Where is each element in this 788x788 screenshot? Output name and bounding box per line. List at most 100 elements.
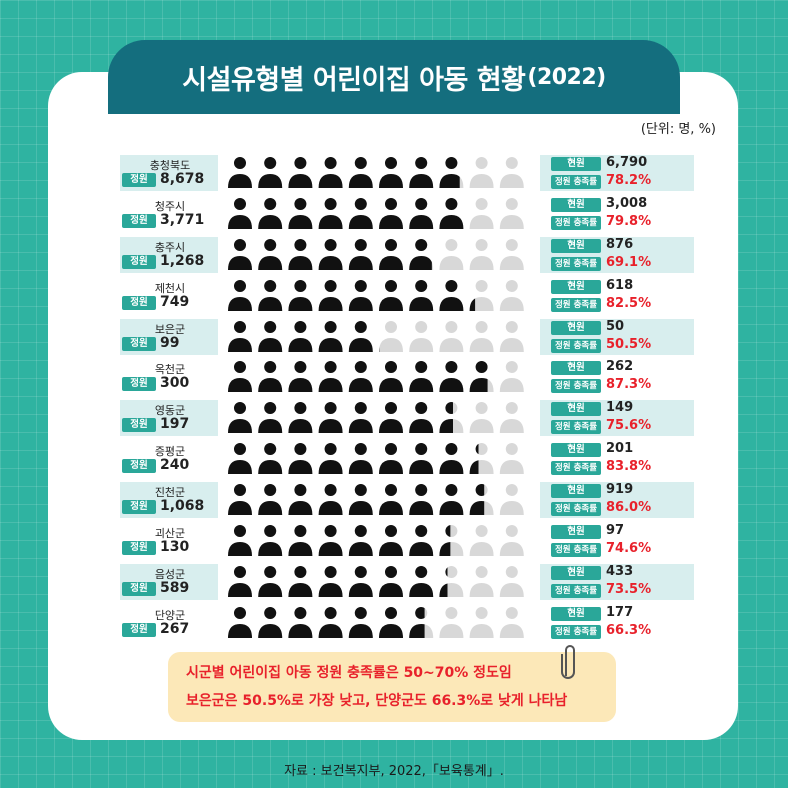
fill-rate-value: 82.5% — [606, 295, 652, 311]
region-row: 제천시 정원 749 현원 정원 충족률 618 82.5% — [120, 277, 694, 314]
fill-rate-tag: 정원 충족률 — [551, 379, 601, 394]
person-icon-filled — [318, 197, 343, 229]
person-icon-filled — [379, 197, 403, 229]
region-label: 영동군 정원 197 — [120, 400, 220, 436]
region-name: 청주시 — [154, 199, 186, 213]
person-icon-empty — [439, 606, 464, 638]
person-icons — [228, 525, 524, 557]
person-icon-filled — [258, 443, 283, 475]
fill-rate-tag: 정원 충족률 — [551, 502, 601, 517]
person-icon-filled — [228, 157, 252, 188]
current-value: 201 — [606, 441, 634, 457]
person-icon-filled — [379, 525, 403, 557]
person-icon-filled — [469, 444, 479, 475]
person-icon-empty — [499, 606, 524, 638]
capacity-tag: 정원 — [122, 500, 156, 515]
person-icon-filled — [409, 484, 434, 516]
person-icons — [228, 157, 524, 188]
region-stats: 현원 정원 충족률 876 69.1% — [551, 237, 694, 273]
region-label: 제천시 정원 749 — [120, 278, 220, 314]
current-value: 3,008 — [606, 195, 648, 211]
person-icon-empty — [499, 443, 524, 475]
person-icon-filled — [409, 361, 434, 393]
person-icon-filled — [228, 320, 252, 352]
capacity-value: 1,068 — [160, 498, 205, 515]
current-value: 618 — [606, 277, 634, 293]
person-icon-filled — [469, 298, 476, 311]
current-value: 6,790 — [606, 155, 648, 170]
person-icons — [228, 443, 524, 475]
region-label: 단양군 정원 267 — [120, 605, 220, 641]
person-icon-filled — [258, 279, 283, 311]
current-value: 149 — [606, 400, 634, 416]
region-row: 충주시 정원 1,268 현원 정원 충족률 876 69.1% — [120, 236, 694, 273]
fill-rate-tag: 정원 충족률 — [551, 543, 601, 558]
icon-strip — [218, 400, 540, 437]
region-label: 증평군 정원 240 — [120, 441, 220, 477]
current-tag: 현원 — [551, 238, 601, 253]
region-name: 옥천군 — [154, 363, 186, 377]
person-icon-filled — [379, 361, 403, 393]
capacity-value: 197 — [160, 416, 190, 433]
person-icon-filled — [228, 197, 252, 229]
person-icon-filled — [379, 347, 380, 352]
person-icon-filled — [258, 197, 283, 229]
person-icon-filled — [258, 565, 283, 597]
person-icon-filled — [409, 279, 434, 311]
icon-strip — [218, 155, 540, 191]
person-icon-filled — [258, 484, 283, 516]
person-icon-filled — [469, 484, 485, 516]
region-label: 충주시 정원 1,268 — [120, 237, 220, 273]
capacity-tag: 정원 — [122, 295, 156, 310]
person-icon-filled — [348, 197, 373, 229]
icon-strip — [218, 482, 540, 519]
person-icon-empty — [469, 320, 494, 352]
person-icon-filled — [318, 320, 343, 352]
person-icon-filled — [318, 402, 343, 434]
person-icon-empty — [469, 279, 494, 311]
person-icon-filled — [288, 157, 313, 188]
fill-rate-value: 79.8% — [606, 213, 652, 229]
person-icon-filled — [439, 525, 451, 557]
person-icon-filled — [228, 443, 252, 475]
person-icon-filled — [288, 361, 313, 393]
fill-rate-value: 74.6% — [606, 541, 652, 557]
icon-strip — [218, 604, 540, 641]
person-icon-filled — [409, 606, 425, 638]
fill-rate-value: 83.8% — [606, 459, 652, 475]
person-icon-filled — [288, 443, 313, 475]
current-value: 50 — [606, 318, 625, 334]
region-label: 보은군 정원 99 — [120, 319, 220, 355]
person-icon-empty — [499, 279, 524, 311]
person-icon-filled — [288, 279, 313, 311]
region-name: 영동군 — [154, 404, 186, 418]
region-stats: 현원 정원 충족률 433 73.5% — [551, 564, 694, 600]
capacity-value: 3,771 — [160, 211, 205, 228]
person-icon-empty — [499, 484, 524, 516]
person-icon-filled — [379, 606, 403, 638]
person-icon-empty — [499, 320, 524, 352]
person-icon-empty — [499, 525, 524, 557]
chart-title: 시설유형별 어린이집 아동 현황 — [182, 64, 526, 96]
capacity-value: 130 — [160, 539, 190, 556]
person-icon-filled — [348, 565, 373, 597]
region-label: 충청북도 정원 8,678 — [120, 155, 220, 191]
fill-rate-tag: 정원 충족률 — [551, 583, 601, 598]
person-icon-filled — [379, 279, 403, 311]
person-icon-empty — [499, 197, 524, 229]
capacity-value: 1,268 — [160, 252, 205, 269]
person-icon-filled — [228, 402, 252, 434]
current-value: 97 — [606, 523, 625, 539]
capacity-value: 589 — [160, 579, 190, 596]
person-icon-filled — [228, 525, 252, 557]
capacity-value: 300 — [160, 375, 190, 392]
person-icons — [228, 238, 524, 270]
icon-strip — [218, 359, 540, 396]
capacity-tag: 정원 — [122, 377, 156, 392]
person-icon-empty — [469, 402, 494, 434]
capacity-value: 267 — [160, 620, 190, 637]
capacity-value: 749 — [160, 293, 190, 310]
person-icon-filled — [439, 402, 453, 434]
current-tag: 현원 — [551, 361, 601, 376]
capacity-tag: 정원 — [122, 336, 156, 351]
